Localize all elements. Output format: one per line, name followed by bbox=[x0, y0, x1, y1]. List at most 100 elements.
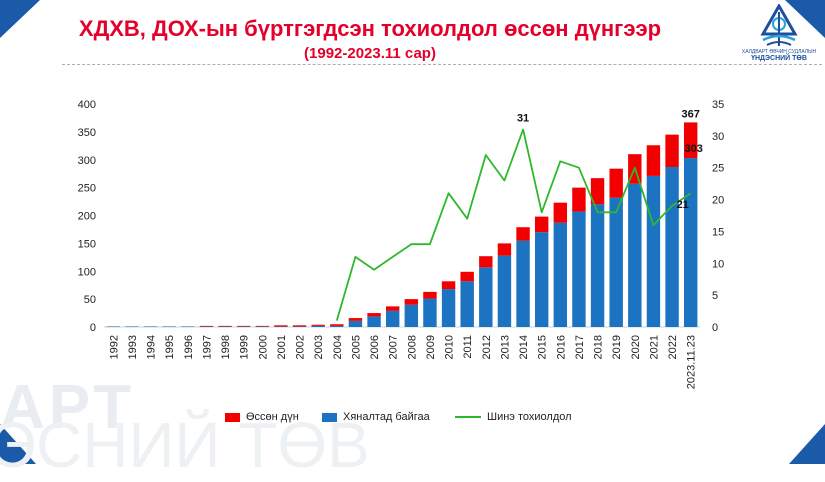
data-label: 367 bbox=[682, 108, 700, 120]
bar-cumulative-increase bbox=[292, 325, 307, 327]
x-axis-tick-label: 2020 bbox=[630, 335, 642, 359]
legend-swatch-red bbox=[225, 412, 240, 422]
bar-cumulative-increase bbox=[255, 325, 270, 327]
bar-monitored bbox=[460, 281, 474, 327]
bar-monitored bbox=[106, 326, 121, 327]
bar-monitored bbox=[479, 267, 493, 327]
left-axis-tick-label: 100 bbox=[78, 266, 96, 278]
x-axis-tick-label: 2018 bbox=[593, 335, 605, 359]
x-axis-tick-label: 2001 bbox=[276, 335, 288, 359]
right-axis-tick-label: 10 bbox=[712, 258, 724, 270]
bar-monitored bbox=[143, 326, 158, 327]
bar-monitored bbox=[385, 310, 400, 327]
left-axis-tick-label: 400 bbox=[78, 99, 96, 111]
page-title: ХДХВ, ДОХ-ын бүртгэгдсэн тохиолдол өссөн… bbox=[78, 16, 662, 41]
bar-cumulative-increase bbox=[274, 325, 288, 327]
bar-monitored bbox=[534, 232, 549, 327]
x-axis-tick-label: 2016 bbox=[555, 335, 567, 359]
x-axis-tick-label: 1998 bbox=[220, 335, 232, 359]
left-axis-tick-label: 0 bbox=[90, 322, 96, 334]
bottom-left-corner-triangle bbox=[0, 424, 36, 464]
x-axis-tick-label: 1992 bbox=[108, 335, 120, 359]
bar-monitored bbox=[553, 222, 568, 327]
bar-monitored bbox=[218, 326, 232, 327]
x-axis-tick-label: 2007 bbox=[388, 335, 400, 359]
bar-cumulative-increase bbox=[385, 306, 400, 311]
bar-monitored bbox=[311, 325, 325, 327]
x-axis-tick-label: 2022 bbox=[667, 335, 679, 359]
x-axis-tick-label: 2004 bbox=[332, 335, 344, 359]
logo-caption: ХАЛДВАРТ ӨВЧИН СУДЛАЛЫН bbox=[741, 49, 817, 55]
bar-cumulative-increase bbox=[199, 325, 214, 327]
x-axis-tick-label: 1996 bbox=[183, 335, 195, 359]
title-divider bbox=[62, 64, 822, 65]
bar-monitored bbox=[274, 326, 288, 327]
bar-cumulative-increase bbox=[534, 216, 549, 233]
x-axis-tick-label: 1995 bbox=[164, 335, 176, 359]
logo-name: ҮНДЭСНИЙ ТӨВ bbox=[751, 55, 807, 62]
x-axis-tick-label: 2002 bbox=[295, 335, 307, 359]
right-axis-tick-label: 30 bbox=[712, 131, 724, 143]
bar-monitored bbox=[348, 320, 363, 327]
data-label: 303 bbox=[685, 143, 703, 155]
bar-cumulative-increase bbox=[683, 122, 698, 159]
x-axis-tick-label: 2023.11.23 bbox=[686, 335, 698, 389]
x-axis-tick-label: 1999 bbox=[239, 335, 251, 359]
x-axis-tick-label: 2005 bbox=[350, 335, 362, 359]
page-subtitle: (1992-2023.11 сар) bbox=[304, 45, 436, 62]
bar-monitored bbox=[199, 326, 214, 327]
x-axis-tick-label: 2019 bbox=[611, 335, 623, 359]
x-axis-tick-label: 2011 bbox=[462, 335, 474, 359]
x-axis-tick-label: 2003 bbox=[313, 335, 325, 359]
right-axis-tick-label: 5 bbox=[712, 290, 718, 302]
bar-monitored bbox=[162, 326, 176, 327]
legend-item-monitored: Хяналтад байгаа bbox=[322, 411, 430, 423]
bar-monitored bbox=[646, 175, 661, 327]
right-axis-tick-label: 35 bbox=[712, 99, 724, 111]
bar-cumulative-increase bbox=[348, 318, 363, 321]
bar-monitored bbox=[367, 316, 381, 327]
legend-item-cumulative: Өссөн дүн bbox=[225, 411, 299, 423]
bar-monitored bbox=[683, 158, 698, 327]
bar-monitored bbox=[441, 289, 456, 327]
x-axis-tick-label: 2012 bbox=[481, 335, 493, 359]
left-axis-tick-label: 50 bbox=[84, 294, 96, 306]
legend-label-cumulative: Өссөн дүн bbox=[246, 411, 299, 423]
bar-cumulative-increase bbox=[479, 256, 493, 268]
bar-monitored bbox=[516, 240, 530, 327]
legend-label-monitored: Хяналтад байгаа bbox=[343, 411, 430, 423]
bar-cumulative-increase bbox=[218, 325, 232, 327]
bar-cumulative-increase bbox=[236, 325, 251, 327]
bar-cumulative-increase bbox=[311, 324, 325, 326]
bar-monitored bbox=[330, 325, 344, 327]
bar-cumulative-increase bbox=[330, 324, 344, 326]
bar-cumulative-increase bbox=[516, 227, 530, 241]
legend-swatch-blue bbox=[322, 412, 337, 422]
bar-monitored bbox=[423, 298, 437, 327]
bar-cumulative-increase bbox=[665, 134, 679, 167]
bar-monitored bbox=[572, 211, 586, 327]
bar-monitored bbox=[181, 326, 195, 327]
left-axis-tick-label: 250 bbox=[78, 183, 96, 195]
bar-monitored bbox=[255, 326, 270, 327]
bar-cumulative-increase bbox=[497, 243, 512, 256]
data-label: 21 bbox=[677, 199, 689, 211]
x-axis-tick-label: 2008 bbox=[406, 335, 418, 359]
x-axis-tick-label: 1993 bbox=[127, 335, 139, 359]
bar-cumulative-increase bbox=[609, 168, 623, 198]
x-axis-tick-label: 1997 bbox=[201, 335, 213, 359]
x-axis-tick-label: 2000 bbox=[257, 335, 269, 359]
bottom-right-corner-triangle bbox=[789, 424, 825, 464]
x-axis-tick-label: 2015 bbox=[537, 335, 549, 359]
bar-monitored bbox=[590, 204, 605, 327]
x-axis-tick-label: 2009 bbox=[425, 335, 437, 359]
bar-cumulative-increase bbox=[572, 187, 586, 212]
bar-monitored bbox=[404, 304, 419, 327]
bar-cumulative-increase bbox=[553, 202, 568, 223]
bar-cumulative-increase bbox=[590, 178, 605, 205]
bar-monitored bbox=[665, 166, 679, 327]
top-right-corner-triangle bbox=[785, 0, 825, 38]
left-axis-tick-label: 300 bbox=[78, 155, 96, 167]
left-axis-tick-label: 150 bbox=[78, 238, 96, 250]
x-axis-tick-label: 2013 bbox=[499, 335, 511, 359]
